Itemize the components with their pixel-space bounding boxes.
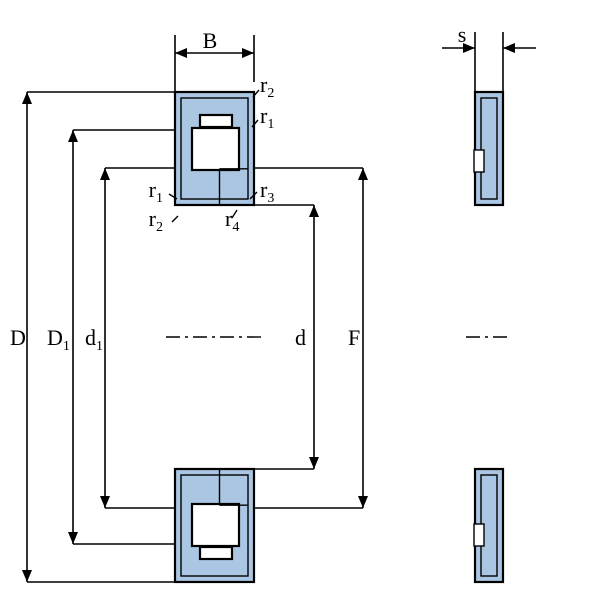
label-D1: D1 — [47, 325, 70, 354]
bearing-diagram: BsDD1d1dFr2r1r1r2r3r4 — [0, 0, 600, 600]
svg-text:r2: r2 — [149, 206, 163, 235]
svg-text:r2: r2 — [260, 72, 274, 101]
label-F: F — [348, 325, 360, 350]
label-D: D — [10, 325, 26, 350]
svg-text:r1: r1 — [260, 103, 274, 132]
label-d1: d1 — [85, 325, 103, 354]
svg-text:r1: r1 — [149, 177, 163, 206]
label-d: d — [295, 325, 306, 350]
label-B: B — [203, 28, 218, 53]
label-s: s — [458, 22, 467, 47]
svg-text:r3: r3 — [260, 177, 274, 206]
